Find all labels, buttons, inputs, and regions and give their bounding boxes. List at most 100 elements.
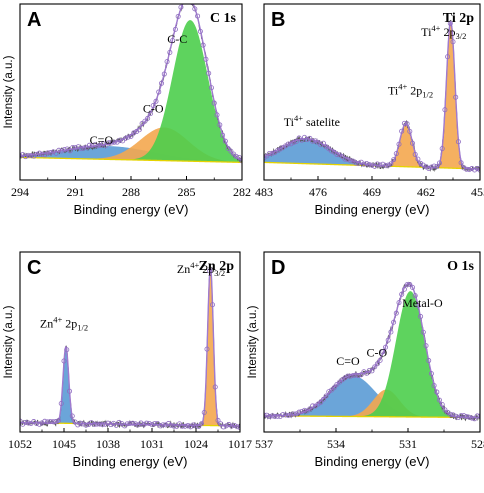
data-point [358, 372, 364, 378]
data-point [214, 112, 220, 118]
plot-area [264, 281, 480, 422]
data-point [355, 373, 361, 379]
x-tick-label: 1017 [228, 437, 252, 451]
data-point [161, 71, 167, 77]
element-label: O 1s [447, 259, 474, 274]
data-point [266, 150, 272, 156]
data-point [150, 103, 156, 109]
data-point [45, 419, 51, 425]
data-point [431, 383, 437, 389]
data-point [39, 151, 45, 157]
data-point [407, 281, 413, 287]
data-point [200, 42, 206, 48]
data-point [264, 412, 267, 418]
data-point [231, 151, 237, 157]
data-point [428, 371, 434, 377]
data-point [388, 329, 394, 335]
data-point [461, 165, 467, 171]
data-point [355, 160, 361, 166]
data-point [280, 412, 286, 418]
data-point [142, 118, 148, 124]
data-point [474, 413, 480, 419]
data-point [190, 422, 196, 428]
x-tick-label: 1052 [8, 437, 32, 451]
data-point [83, 422, 89, 428]
data-point [73, 145, 79, 151]
data-point [170, 37, 176, 43]
data-point [350, 372, 356, 378]
data-point [25, 420, 31, 426]
data-point [184, 0, 188, 2]
data-point [128, 133, 134, 139]
data-point [156, 89, 162, 95]
data-point [385, 162, 391, 168]
data-point [291, 140, 297, 146]
x-tick-label: 469 [363, 185, 381, 199]
data-point [220, 424, 226, 430]
data-point [380, 161, 386, 167]
peak-annotation: C=O [336, 354, 360, 368]
data-point [366, 367, 372, 373]
data-point [285, 412, 291, 418]
data-point [377, 162, 383, 168]
data-point [225, 146, 231, 152]
data-point [272, 413, 278, 419]
background-line [20, 156, 242, 164]
data-point [208, 85, 214, 91]
peak-annotation: C-O [143, 102, 164, 116]
peak-annotation: C=O [90, 133, 114, 147]
data-point [372, 364, 378, 370]
data-point [28, 152, 34, 158]
data-point [179, 423, 185, 429]
data-point [67, 148, 73, 154]
data-point [42, 418, 48, 424]
data-point [58, 401, 64, 407]
data-point [116, 419, 122, 425]
data-point [206, 70, 212, 76]
data-point [100, 422, 106, 428]
data-point [86, 142, 92, 148]
data-point [266, 414, 272, 420]
panel-b: 483 476 469 462 455 Binding energy (eV) B Ti 2p… [255, 3, 484, 217]
data-point [157, 423, 163, 429]
data-point [377, 357, 383, 363]
data-point [154, 420, 160, 426]
data-point [428, 164, 434, 170]
data-point [458, 413, 464, 419]
data-point [447, 411, 453, 417]
data-point [47, 419, 53, 425]
data-point [436, 397, 442, 403]
data-point [145, 115, 151, 121]
element-label: Zn 2p [199, 259, 235, 274]
data-point [164, 59, 170, 65]
data-point [106, 140, 112, 146]
data-point [69, 413, 75, 419]
data-point [264, 153, 270, 159]
data-point [117, 137, 123, 143]
data-point [236, 155, 242, 161]
data-point [366, 162, 372, 168]
peak-2 [264, 22, 480, 170]
data-point [269, 413, 275, 419]
data-point [220, 132, 226, 138]
data-point [217, 122, 223, 128]
data-point [423, 164, 429, 170]
data-point [195, 13, 201, 19]
data-point [339, 153, 345, 159]
x-tick-label: 483 [255, 185, 273, 199]
x-axis-label: Binding energy (eV) [73, 454, 188, 469]
data-point [307, 406, 313, 412]
peak-annotation: Zn4+ 2p3/2 [177, 260, 225, 278]
data-point [391, 319, 397, 325]
data-point [141, 422, 147, 428]
data-point [91, 422, 97, 428]
x-tick-label: 1045 [52, 437, 76, 451]
data-point [312, 138, 318, 144]
data-point [201, 409, 207, 415]
data-point [347, 373, 353, 379]
data-point [288, 141, 294, 147]
data-point [159, 80, 165, 86]
data-point [450, 412, 456, 418]
data-point [122, 135, 128, 141]
data-point [453, 413, 459, 419]
